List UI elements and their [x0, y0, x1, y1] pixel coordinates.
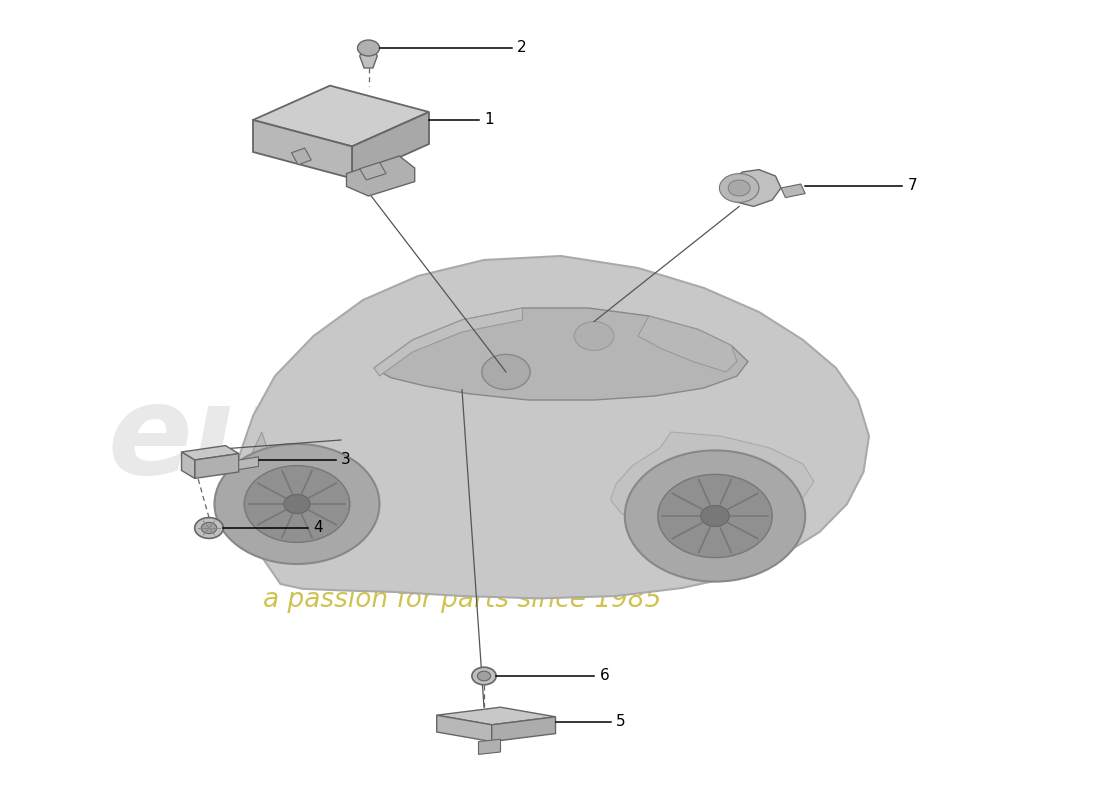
Circle shape	[244, 466, 350, 542]
Polygon shape	[437, 715, 492, 742]
Text: 2: 2	[517, 41, 527, 55]
Circle shape	[719, 174, 759, 202]
Text: a passion for parts since 1985: a passion for parts since 1985	[263, 587, 661, 613]
Polygon shape	[374, 308, 748, 400]
Circle shape	[658, 474, 772, 558]
Circle shape	[477, 671, 491, 681]
Polygon shape	[610, 432, 814, 524]
Text: 7: 7	[908, 178, 917, 193]
Circle shape	[195, 518, 223, 538]
Polygon shape	[478, 739, 500, 754]
Circle shape	[284, 494, 310, 514]
Polygon shape	[182, 452, 195, 478]
Polygon shape	[253, 120, 352, 178]
Polygon shape	[352, 112, 429, 178]
Polygon shape	[437, 707, 556, 725]
Polygon shape	[253, 86, 429, 146]
Circle shape	[472, 667, 496, 685]
Circle shape	[701, 506, 729, 526]
Circle shape	[201, 522, 217, 534]
Polygon shape	[638, 316, 737, 372]
Polygon shape	[726, 170, 781, 206]
Text: 4: 4	[314, 521, 323, 535]
Polygon shape	[292, 148, 311, 165]
Polygon shape	[182, 446, 239, 460]
Polygon shape	[781, 184, 805, 198]
Text: 3: 3	[341, 453, 351, 467]
Polygon shape	[346, 156, 415, 196]
Polygon shape	[492, 717, 556, 742]
Text: 6: 6	[600, 669, 609, 683]
Text: euroPares: euroPares	[107, 379, 817, 501]
Polygon shape	[374, 308, 522, 376]
Polygon shape	[236, 256, 869, 598]
Polygon shape	[195, 454, 239, 478]
Polygon shape	[360, 46, 377, 68]
Text: 5: 5	[616, 714, 626, 729]
Circle shape	[625, 450, 805, 582]
Circle shape	[482, 354, 530, 390]
Circle shape	[358, 40, 379, 56]
Polygon shape	[360, 162, 386, 180]
Polygon shape	[239, 457, 258, 470]
Polygon shape	[236, 432, 270, 520]
Circle shape	[574, 322, 614, 350]
Circle shape	[214, 444, 380, 564]
Circle shape	[728, 180, 750, 196]
Text: 1: 1	[484, 113, 494, 127]
